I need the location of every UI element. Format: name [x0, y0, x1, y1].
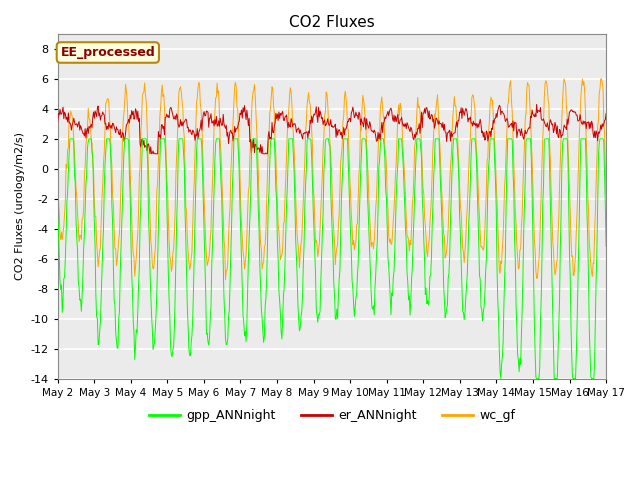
Y-axis label: CO2 Fluxes (urology/m2/s): CO2 Fluxes (urology/m2/s) [15, 132, 25, 280]
Title: CO2 Fluxes: CO2 Fluxes [289, 15, 375, 30]
Text: EE_processed: EE_processed [60, 46, 156, 59]
Legend: gpp_ANNnight, er_ANNnight, wc_gf: gpp_ANNnight, er_ANNnight, wc_gf [144, 404, 520, 427]
